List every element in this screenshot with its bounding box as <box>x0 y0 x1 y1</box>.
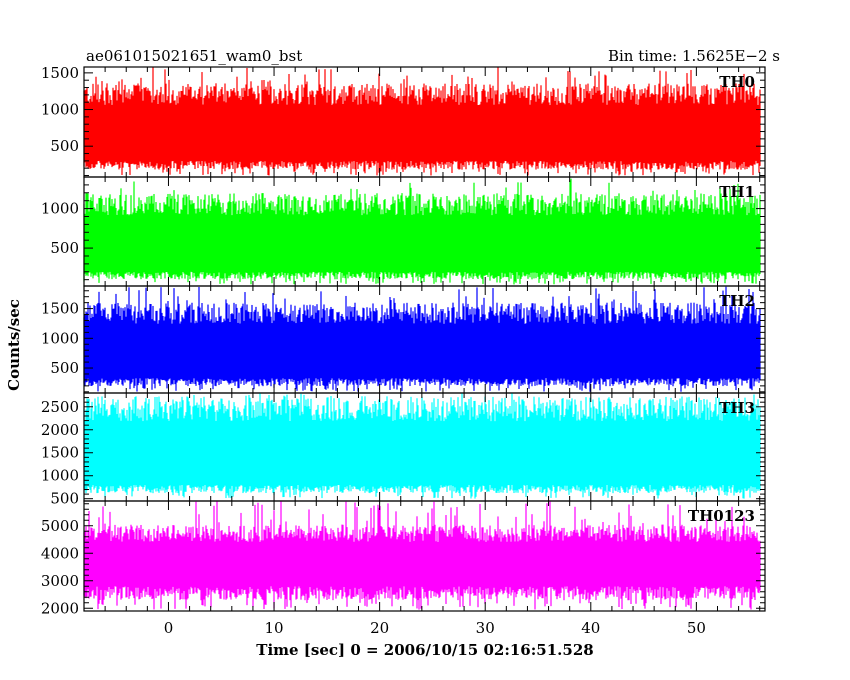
y-tick-label: 1000 <box>41 467 79 485</box>
panel-th3: 500 1000 1500 2000 2500 TH3 <box>41 392 766 508</box>
panel-th0: 500 1000 1500 TH0 <box>41 64 766 178</box>
x-axis-label: Time [sec] 0 = 2006/10/15 02:16:51.528 <box>256 641 593 659</box>
y-tick-label: 1000 <box>41 200 79 218</box>
panel-th2: 500 1000 1500 TH2 <box>41 285 766 394</box>
bin-time-label: Bin time: 1.5625E−2 s <box>608 47 780 65</box>
y-tick-label: 1500 <box>41 444 79 462</box>
panel-frame <box>83 500 766 612</box>
x-tick-label: 40 <box>581 619 600 637</box>
panel-name-label: TH2 <box>719 292 755 310</box>
x-tick-label: 20 <box>370 619 389 637</box>
y-tick-label: 5000 <box>41 517 79 535</box>
y-tick-label: 1500 <box>41 300 79 318</box>
x-tick-label: 0 <box>164 619 174 637</box>
x-tick-label: 30 <box>476 619 495 637</box>
y-tick-label: 500 <box>50 490 79 508</box>
y-tick-label: 2000 <box>41 599 79 617</box>
y-tick-label: 1000 <box>41 101 79 119</box>
y-tick-label: 3000 <box>41 572 79 590</box>
y-tick-label: 2000 <box>41 421 79 439</box>
panel-name-label: TH0123 <box>688 507 755 525</box>
chart-title: ae061015021651_wam0_bst <box>86 47 302 65</box>
y-tick-label: 1500 <box>41 64 79 82</box>
panel-th1: 500 1000 TH1 <box>41 176 766 287</box>
y-axis-label: Counts/sec <box>5 299 23 391</box>
panel-th0123: 2000 3000 4000 5000 TH0123 <box>41 500 766 617</box>
y-tick-label: 500 <box>50 359 79 377</box>
panel-name-label: TH3 <box>719 399 755 417</box>
panel-name-label: TH0 <box>719 73 755 91</box>
y-tick-label: 4000 <box>41 544 79 562</box>
y-tick-label: 2500 <box>41 398 79 416</box>
y-tick-label: 1000 <box>41 329 79 347</box>
y-tick-label: 500 <box>50 137 79 155</box>
panel-name-label: TH1 <box>719 183 755 201</box>
x-tick-label: 50 <box>687 619 706 637</box>
y-tick-label: 500 <box>50 239 79 257</box>
x-tick-label: 10 <box>264 619 283 637</box>
